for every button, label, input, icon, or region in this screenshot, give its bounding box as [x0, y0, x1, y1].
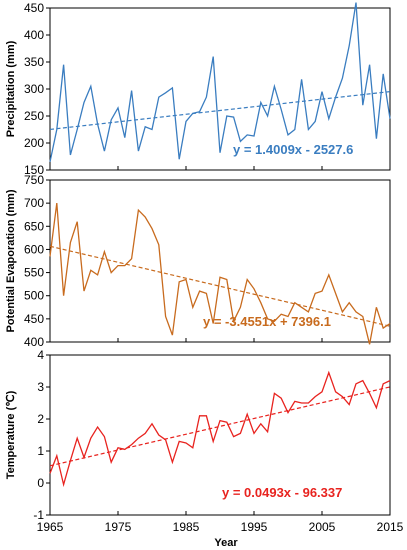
precipitation-yticks: 150 200 250 300 350 400 450 [24, 1, 391, 177]
temperature-axis-label: Temperature (℃) [5, 390, 17, 479]
precipitation-panel: 150 200 250 300 350 400 450 Precipitation (mm)… [5, 1, 391, 177]
ytick-label: 0 [37, 476, 44, 490]
ytick-label: 150 [24, 163, 44, 177]
xtick-label: 1995 [241, 520, 268, 534]
evaporation-axis-label: Potential Evaporation (mm) [5, 189, 17, 332]
xtick-label: 2005 [309, 520, 336, 534]
ytick-label: 4 [37, 348, 44, 362]
ytick-label: 650 [24, 219, 44, 233]
ytick-label: 1 [37, 444, 44, 458]
ytick-label: 600 [24, 242, 44, 256]
evaporation-series-line [49, 203, 391, 345]
temperature-panel: -1 0 1 2 3 4 Temperature (℃) y = 0.0493x - 96… [5, 348, 391, 522]
ytick-label: 700 [24, 196, 44, 210]
precipitation-trend-line [49, 90, 391, 131]
ytick-label: 2 [37, 412, 44, 426]
precipitation-axis-label: Precipitation (mm) [5, 40, 17, 137]
ytick-label: 550 [24, 266, 44, 280]
ytick-label: 250 [24, 109, 44, 123]
ytick-label: 200 [24, 136, 44, 150]
ytick-label: 500 [24, 289, 44, 303]
xtick-label: 1985 [173, 520, 200, 534]
temperature-trend-equation: y = 0.0493x - 96.337 [222, 485, 342, 500]
ytick-label: 750 [24, 173, 44, 187]
ytick-label: 350 [24, 55, 44, 69]
ytick-label: 400 [24, 335, 44, 349]
temperature-series-line [49, 370, 391, 488]
evaporation-trend-equation: y = -3.4551x + 7396.1 [203, 314, 331, 329]
evaporation-plot-frame [49, 179, 391, 343]
x-axis-label: Year [214, 537, 238, 549]
ytick-label: 400 [24, 28, 44, 42]
ytick-label: 450 [24, 1, 44, 15]
xtick-label: 2015 [377, 520, 404, 534]
ytick-label: 3 [37, 380, 44, 394]
precipitation-trend-equation: y = 1.4009x - 2527.6 [233, 142, 353, 157]
ytick-label: 300 [24, 82, 44, 96]
precipitation-series-line [49, 2, 391, 163]
temperature-yticks: -1 0 1 2 3 4 [33, 348, 391, 522]
evaporation-yticks: 400 450 500 550 600 650 700 750 [24, 173, 391, 349]
evaporation-panel: 400 450 500 550 600 650 700 750 Potential Evapo… [5, 173, 391, 349]
ytick-label: -1 [33, 508, 44, 522]
xtick-label: 1965 [37, 520, 64, 534]
temperature-trend-line [49, 386, 391, 467]
xtick-label: 1975 [105, 520, 132, 534]
ytick-label: 450 [24, 312, 44, 326]
temperature-plot-frame [49, 354, 391, 516]
x-axis: 1965 1975 1985 1995 2005 2015 [37, 520, 404, 534]
